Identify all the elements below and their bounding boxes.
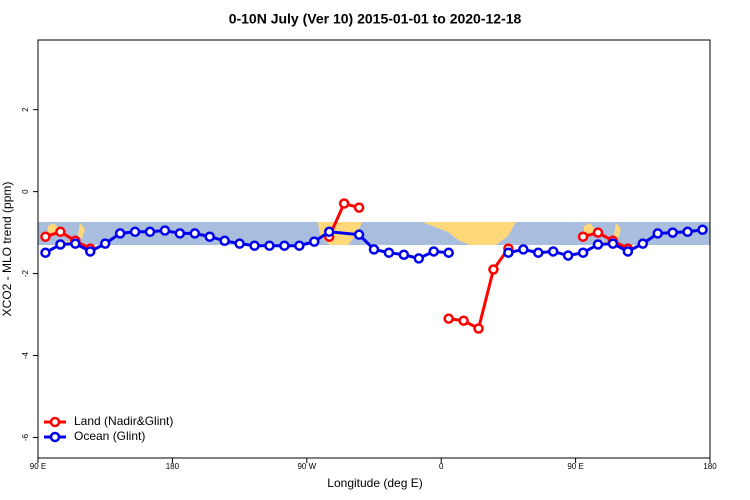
data-point (592, 227, 604, 238)
y-tick-label: -6 (21, 433, 30, 441)
data-point (637, 238, 649, 249)
data-point (577, 231, 589, 242)
data-point (99, 238, 111, 249)
data-point (503, 247, 514, 258)
y-tick-label: 0 (21, 189, 30, 194)
x-tick-label: 0 (439, 462, 444, 471)
data-point (652, 228, 663, 239)
data-point (383, 247, 395, 258)
chart-title: 0-10N July (Ver 10) 2015-01-01 to 2020-1… (229, 11, 522, 27)
data-point (353, 202, 365, 213)
legend-label: Land (Nadir&Glint) (74, 414, 173, 428)
data-point (338, 198, 350, 209)
data-point (562, 250, 574, 261)
data-point (234, 238, 245, 249)
data-point (40, 247, 51, 258)
x-tick-label: 90 E (30, 462, 46, 471)
data-point (279, 240, 290, 251)
y-axis-label: XCO2 - MLO trend (ppm) (0, 182, 14, 317)
x-tick-label: 180 (166, 462, 180, 471)
data-point (189, 228, 201, 239)
data-point (458, 315, 469, 326)
data-point (413, 253, 425, 264)
data-point (473, 323, 484, 334)
data-point (592, 239, 604, 250)
x-axis-label: Longitude (deg E) (327, 476, 422, 490)
data-point (368, 244, 380, 255)
x-tick-label: 90 E (567, 462, 583, 471)
data-point (70, 238, 81, 249)
data-point (309, 236, 320, 247)
data-point (443, 313, 454, 324)
data-point (697, 224, 708, 235)
data-point (249, 240, 260, 251)
data-point (607, 238, 619, 249)
data-point (55, 239, 66, 250)
data-point (174, 228, 186, 239)
legend-marker (49, 431, 61, 443)
data-point (488, 264, 499, 275)
data-point (518, 244, 529, 255)
data-point (40, 231, 51, 242)
plot-frame (37, 39, 711, 459)
data-point (622, 246, 634, 257)
data-point (443, 247, 454, 258)
data-point (114, 228, 126, 239)
y-tick-label: -2 (21, 269, 30, 277)
data-point (55, 226, 66, 238)
data-point (204, 231, 215, 242)
data-point (398, 249, 410, 260)
data-point (577, 247, 589, 258)
data-point (85, 246, 96, 257)
data-point (129, 226, 141, 238)
data-point (294, 240, 305, 251)
data-point (264, 240, 275, 251)
data-point (533, 247, 544, 258)
data-point (428, 246, 439, 257)
x-tick-label: 180 (703, 462, 717, 471)
data-point (682, 226, 693, 238)
y-tick-label: -4 (21, 351, 30, 359)
x-tick-label: 90 W (297, 462, 316, 471)
y-tick-label: 2 (21, 107, 30, 112)
data-point (219, 235, 230, 247)
data-point (159, 225, 171, 236)
data-point (353, 229, 365, 240)
legend-marker (49, 416, 61, 428)
data-point (667, 227, 678, 238)
data-point (144, 226, 156, 238)
data-point (547, 246, 559, 257)
legend-label: Ocean (Glint) (74, 429, 145, 443)
data-point (323, 226, 335, 238)
